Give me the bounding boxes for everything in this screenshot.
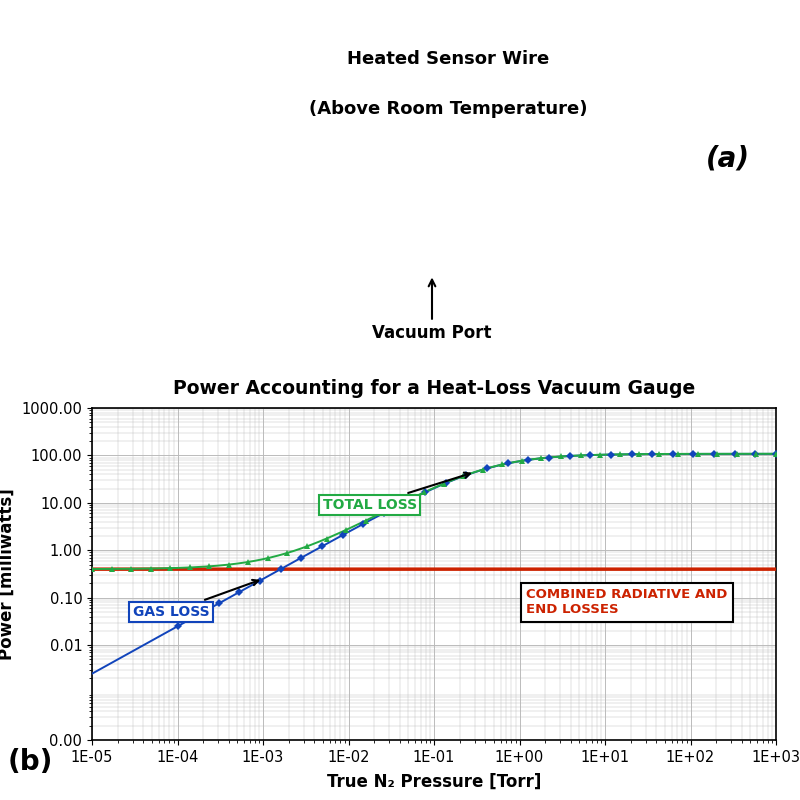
X-axis label: True N₂ Pressure [Torr]: True N₂ Pressure [Torr] [327, 773, 541, 791]
Text: COMBINED RADIATIVE AND
END LOSSES: COMBINED RADIATIVE AND END LOSSES [526, 588, 728, 616]
Text: Vacuum Port: Vacuum Port [372, 280, 492, 342]
Y-axis label: Power [milliwatts]: Power [milliwatts] [0, 488, 16, 660]
Text: Heated Sensor Wire: Heated Sensor Wire [347, 50, 549, 68]
Text: (Above Room Temperature): (Above Room Temperature) [309, 100, 587, 118]
Text: GAS LOSS: GAS LOSS [133, 580, 258, 619]
Text: (a): (a) [706, 144, 750, 172]
Title: Power Accounting for a Heat-Loss Vacuum Gauge: Power Accounting for a Heat-Loss Vacuum … [173, 379, 695, 398]
Text: TOTAL LOSS: TOTAL LOSS [322, 473, 470, 512]
Text: (b): (b) [8, 748, 54, 776]
